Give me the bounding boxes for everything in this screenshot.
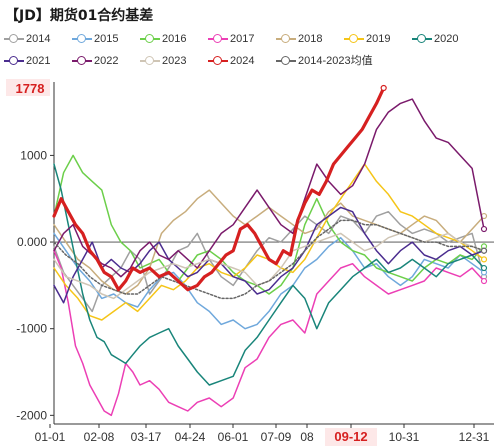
series-endpoint [480, 225, 488, 233]
legend-item-2021[interactable]: 2021 [4, 53, 50, 69]
legend-item-2015[interactable]: 2015 [72, 31, 118, 47]
series-line-2020 [53, 163, 485, 386]
y-highlight-label: 1778 [16, 81, 45, 96]
legend-swatch [140, 53, 160, 69]
legend-item-2018[interactable]: 2018 [276, 31, 322, 47]
legend-swatch [276, 53, 296, 69]
series-line-2016 [53, 154, 485, 295]
y-tick-label: 0.000 [17, 235, 47, 249]
series-endpoint [480, 277, 488, 285]
legend-label: 2018 [298, 33, 323, 45]
series-line-2022 [53, 98, 485, 278]
legend-item-2017[interactable]: 2017 [208, 31, 254, 47]
legend-label: 2022 [94, 55, 119, 67]
x-highlight-box [325, 428, 377, 446]
x-tick-label: 08 [300, 430, 314, 444]
legend-item-2019[interactable]: 2019 [344, 31, 390, 47]
x-tick-label: 06-01 [218, 430, 249, 444]
legend-swatch [208, 31, 228, 47]
legend-item-2014[interactable]: 2014 [4, 31, 50, 47]
series-line-2024 [52, 86, 386, 292]
x-tick-label: 03-17 [131, 430, 162, 444]
legend-swatch [208, 53, 228, 69]
x-tick-label: 02-08 [84, 430, 115, 444]
legend-swatch [72, 31, 92, 47]
x-tick-label: 12-31 [459, 430, 490, 444]
legend-swatch [276, 31, 296, 47]
legend-item-2022[interactable]: 2022 [72, 53, 118, 69]
legend-item-2023[interactable]: 2023 [140, 53, 186, 69]
y-tick-label: -1000 [16, 322, 47, 336]
series-endpoint [380, 84, 387, 92]
series-line-2017 [53, 249, 485, 417]
legend-swatch [140, 31, 160, 47]
series-line-2014 [53, 210, 485, 313]
legend-label: 2015 [94, 33, 119, 45]
x-tick-label: 01-01 [35, 430, 66, 444]
legend-label: 2014 [26, 33, 51, 45]
chart-title: 【JD】期货01合约基差 [5, 8, 154, 24]
series-endpoint [480, 247, 488, 254]
legend-label: 2023 [162, 55, 187, 67]
legend-swatch [4, 53, 24, 69]
y-tick-label: -2000 [16, 408, 47, 422]
legend-label: 2017 [230, 33, 255, 45]
y-tick-label: 1000 [20, 148, 47, 162]
legend-label: 2016 [162, 33, 187, 45]
x-tick-label: 07-09 [261, 430, 292, 444]
legend-item-2014-2023-[interactable]: 2014-2023均值 [276, 53, 373, 69]
legend-item-2020[interactable]: 2020 [412, 31, 458, 47]
x-highlight-label: 09-12 [334, 429, 367, 444]
legend-swatch [72, 53, 92, 69]
y-highlight-box [6, 79, 50, 96]
series-line-2014-2023- [53, 219, 485, 300]
x-tick-label: 10-31 [389, 430, 420, 444]
series-line-2021 [53, 206, 485, 304]
legend-label: 2024 [230, 55, 255, 67]
legend-label: 2014-2023均值 [298, 55, 373, 67]
legend-label: 2021 [26, 55, 51, 67]
series-endpoint [480, 264, 488, 272]
legend-item-2016[interactable]: 2016 [140, 31, 186, 47]
legend-item-2024[interactable]: 2024 [208, 53, 254, 69]
legend-label: 2019 [366, 33, 391, 45]
legend-label: 2020 [434, 33, 459, 45]
legend-swatch [412, 31, 432, 47]
legend-swatch [4, 31, 24, 47]
x-tick-label: 04-24 [175, 430, 206, 444]
series-endpoint [480, 256, 488, 263]
legend-swatch [344, 31, 364, 47]
